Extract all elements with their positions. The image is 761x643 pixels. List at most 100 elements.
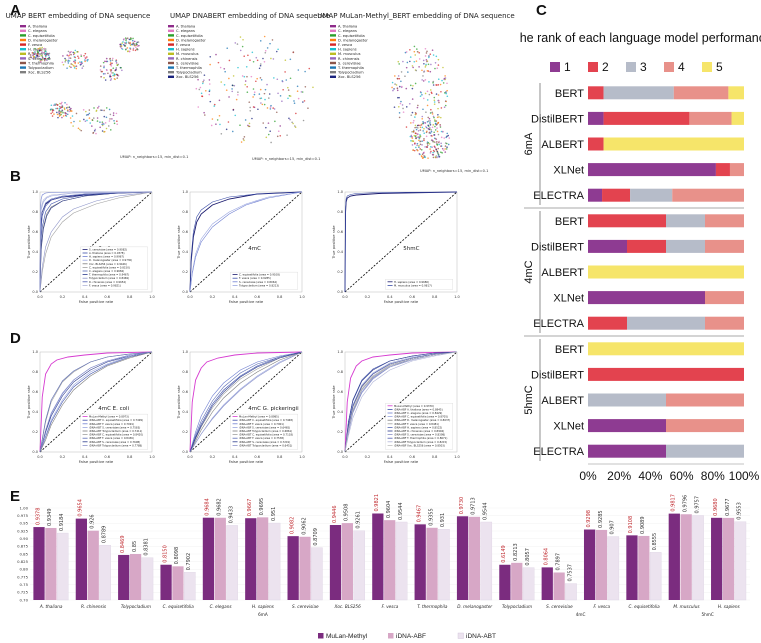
umap-point [427, 142, 430, 144]
umap-point [418, 66, 420, 68]
umap-point [101, 121, 104, 123]
umap-point [239, 36, 242, 38]
umap-point [416, 50, 419, 53]
umap-point [112, 72, 114, 74]
bar-mulan-methyl [118, 554, 130, 600]
umap-point [259, 63, 262, 65]
umap-point [444, 77, 447, 79]
umap-point [101, 130, 104, 132]
umap-point [68, 106, 71, 109]
umap-point [439, 125, 442, 127]
umap-point [397, 105, 400, 108]
rank-model-label: BERT [555, 88, 584, 100]
umap-point [432, 151, 434, 154]
rank-bar-segment [588, 419, 666, 433]
umap-point [99, 109, 102, 111]
umap-point [75, 65, 78, 67]
umap-point [260, 97, 263, 100]
umap-point [264, 51, 267, 54]
umap-point [50, 104, 53, 107]
umap-point [308, 67, 311, 70]
umap-point [223, 67, 226, 70]
umap-point [77, 127, 80, 130]
rank-legend-swatch [588, 62, 598, 72]
bar-idna-abf [172, 566, 184, 600]
bar-mulan-methyl [160, 564, 172, 600]
umap-point [428, 117, 431, 120]
umap-point [75, 112, 78, 115]
roc-x-tick: 0.4 [387, 455, 393, 459]
umap-point [251, 117, 253, 120]
umap-point [436, 141, 438, 143]
umap-point [264, 49, 267, 52]
umap-point [402, 60, 404, 63]
umap-point [208, 79, 211, 81]
umap-point [274, 120, 276, 123]
umap-point [414, 126, 416, 129]
umap-point [428, 81, 430, 83]
umap-point [213, 105, 216, 107]
umap-point [64, 59, 67, 61]
umap-point [72, 53, 75, 56]
rank-model-label: XLNet [553, 165, 584, 177]
roc-curve [189, 351, 303, 453]
umap-point [209, 100, 212, 103]
roc-plot-label: 5hmC [403, 246, 419, 252]
roc-curve [189, 191, 303, 293]
roc-x-tick: 1.0 [149, 455, 155, 459]
umap-point [423, 138, 425, 140]
umap-point [406, 61, 409, 64]
rank-model-label: ELECTRA [533, 318, 584, 330]
bar-idna-abt [480, 521, 493, 601]
roc-legend-label: iDNA-ABF H. sapiens (area = 0.8522) [394, 425, 442, 429]
umap-point [415, 60, 418, 62]
bar-idna-abf [257, 517, 269, 600]
umap-point [418, 139, 420, 142]
umap-point [269, 42, 271, 45]
umap-point [73, 67, 76, 69]
umap-point [426, 104, 429, 107]
umap-point [68, 54, 70, 57]
umap-point [435, 155, 438, 157]
umap-point [405, 66, 408, 69]
umap-point [100, 75, 102, 78]
umap-point [223, 84, 226, 86]
umap-point [397, 60, 400, 63]
roc-xlabel: False positive rate [79, 299, 114, 304]
bar-idna-abf [341, 523, 353, 600]
umap-point [220, 81, 223, 83]
umap-point [436, 144, 439, 146]
umap-point [431, 111, 433, 114]
umap-point [58, 111, 60, 113]
bar-category-label: D. melanogaster [457, 604, 492, 609]
umap-legend-swatch [20, 25, 26, 28]
umap-point [80, 129, 83, 132]
umap-point [416, 144, 418, 147]
bar-idna-abf [129, 554, 142, 600]
roc-legend-label: iDNA-ABF C. equisetifolia (area = 0.8705… [394, 415, 448, 419]
umap-point [109, 62, 112, 64]
bar-category-label: C. equisetifolia [629, 604, 661, 609]
performance-bar-chart: 0.70 0.725 0.75 0.775 0.80 0.825 0.85 0.875 0.90… [17, 494, 750, 640]
umap-point [281, 80, 284, 83]
umap-point [209, 55, 212, 58]
bar-idna-abt [395, 521, 408, 601]
umap-legend-swatch [20, 57, 26, 60]
rank-legend-label: 2 [602, 60, 609, 74]
roc-x-tick: 0.2 [365, 295, 371, 299]
umap-point [264, 98, 266, 101]
bar-idna-abt [99, 544, 111, 601]
bar-y-tick: 0.90 [20, 536, 29, 541]
umap-point [423, 139, 425, 142]
umap-point [398, 116, 401, 119]
roc-y-tick: 0.0 [182, 450, 188, 454]
roc-curve [39, 191, 153, 293]
umap-point [119, 43, 121, 46]
umap-point [417, 136, 419, 139]
umap-point [433, 134, 435, 136]
umap-point [70, 107, 72, 110]
umap-point [125, 39, 127, 42]
umap-point [210, 124, 213, 127]
umap-legend-swatch [20, 34, 26, 37]
umap-point [405, 106, 408, 108]
